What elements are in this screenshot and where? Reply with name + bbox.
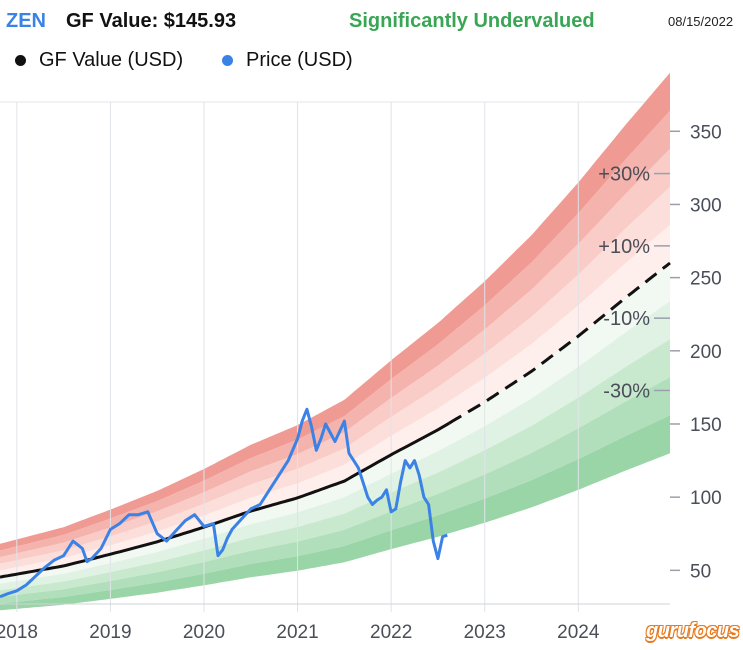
y-tick-label: 300 bbox=[690, 195, 722, 216]
x-tick-label: 2024 bbox=[557, 622, 600, 643]
legend-price-dot-icon bbox=[222, 55, 233, 66]
gf-value-projection-line bbox=[448, 261, 671, 425]
price-line bbox=[0, 407, 448, 599]
x-gridlines bbox=[16, 102, 579, 612]
legend-price[interactable]: Price (USD) bbox=[222, 49, 353, 72]
band-label: -10% bbox=[603, 308, 650, 330]
legend-gf-value-dot-icon bbox=[15, 55, 26, 66]
x-axis-ticks: 2018 2019 2020 2021 2022 2023 2024 bbox=[0, 622, 600, 643]
band-label: +10% bbox=[598, 236, 650, 258]
legend-gf-value-label: GF Value (USD) bbox=[39, 49, 184, 71]
valuation-status: Significantly Undervalued bbox=[349, 10, 595, 32]
band-labels: +30% +10% -10% -30% bbox=[598, 164, 670, 402]
y-tick-label: 200 bbox=[690, 342, 722, 363]
x-tick-label: 2022 bbox=[370, 622, 412, 643]
gf-value-label: GF Value: $145.93 bbox=[66, 10, 237, 32]
ticker-symbol: ZEN bbox=[6, 10, 46, 32]
gf-value-line bbox=[0, 421, 450, 579]
band-label: +30% bbox=[598, 164, 650, 186]
y-tick-label: 350 bbox=[690, 122, 722, 143]
legend-gf-value[interactable]: GF Value (USD) bbox=[15, 49, 183, 72]
y-tick-label: 100 bbox=[690, 488, 722, 509]
x-tick-label: 2018 bbox=[0, 622, 38, 643]
y-tick-label: 250 bbox=[690, 269, 722, 290]
legend-price-label: Price (USD) bbox=[246, 49, 353, 71]
x-tick-label: 2023 bbox=[464, 622, 506, 643]
band-label: -30% bbox=[603, 380, 650, 402]
as-of-date: 08/15/2022 bbox=[668, 14, 734, 29]
x-tick-label: 2020 bbox=[183, 622, 225, 643]
y-axis-ticks: 50 100 150 200 250 300 350 bbox=[670, 122, 722, 582]
x-tick-label: 2019 bbox=[89, 622, 131, 643]
y-tick-label: 50 bbox=[690, 561, 711, 582]
x-tick-label: 2021 bbox=[276, 622, 318, 643]
gurufocus-logo: gurufocus bbox=[646, 620, 740, 642]
y-tick-label: 150 bbox=[690, 415, 722, 436]
